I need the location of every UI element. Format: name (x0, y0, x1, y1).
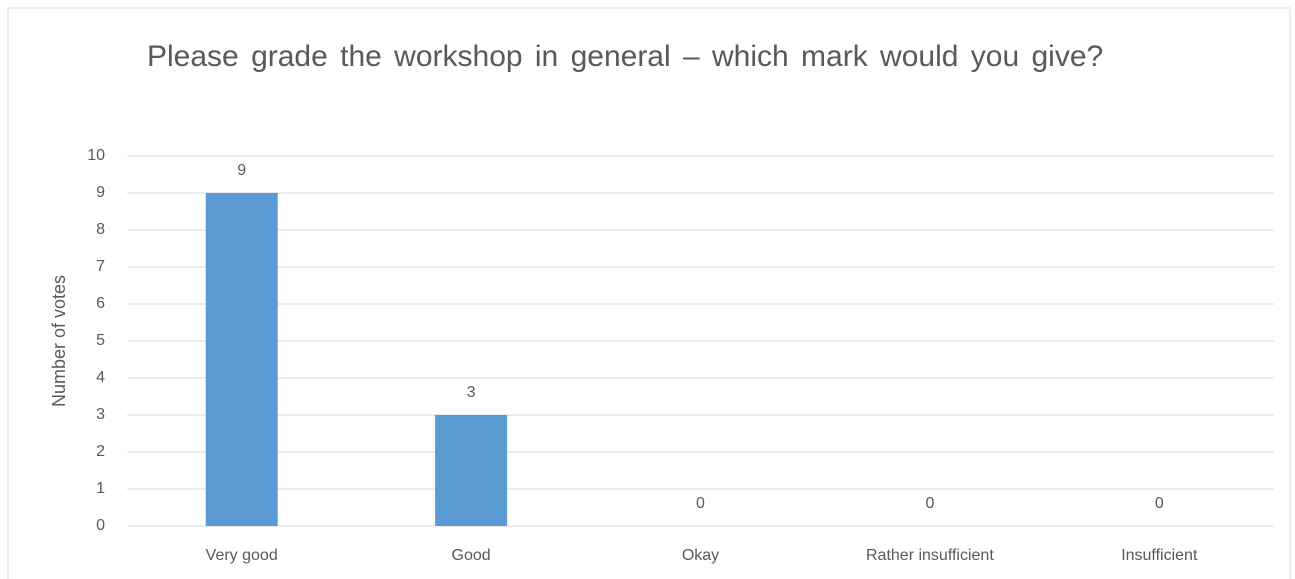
data-label: 9 (237, 162, 246, 179)
y-tick-label: 1 (96, 480, 105, 497)
data-label: 0 (1155, 495, 1164, 512)
bar (435, 415, 508, 526)
y-tick-label: 6 (96, 295, 105, 312)
y-tick-label: 0 (96, 517, 105, 534)
y-axis-label: Number of votes (49, 275, 69, 407)
x-tick-label: Okay (682, 547, 719, 564)
chart-title: Please grade the workshop in general – w… (147, 40, 1104, 73)
data-label: 3 (467, 384, 476, 401)
chart-border (7, 7, 1291, 579)
y-tick-label: 7 (96, 258, 105, 275)
y-tick-label: 4 (96, 369, 105, 386)
y-tick-label: 3 (96, 406, 105, 423)
y-tick-label: 2 (96, 443, 105, 460)
x-tick-label: Insufficient (1121, 547, 1198, 564)
x-tick-label: Rather insufficient (866, 547, 994, 564)
data-label: 0 (925, 495, 934, 512)
y-tick-label: 9 (96, 184, 105, 201)
data-label: 0 (696, 495, 705, 512)
y-tick-label: 5 (96, 332, 105, 349)
x-tick-label: Very good (206, 547, 278, 564)
y-tick-label: 10 (87, 147, 105, 164)
y-tick-label: 8 (96, 221, 105, 238)
x-tick-label: Good (452, 547, 491, 564)
bar (205, 193, 278, 526)
